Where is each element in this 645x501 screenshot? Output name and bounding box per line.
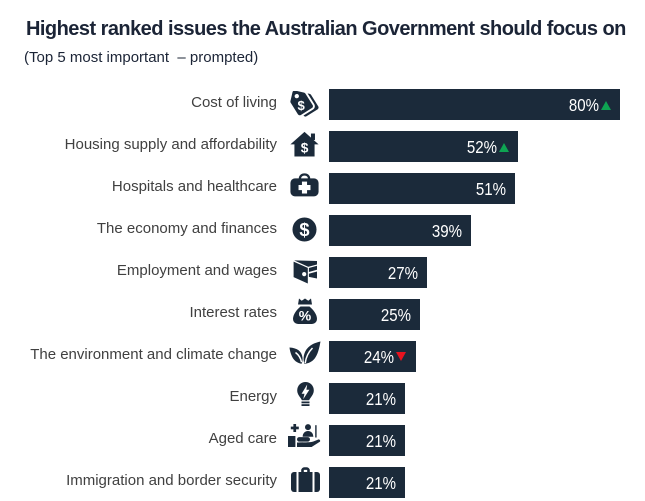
svg-text:$: $	[298, 98, 306, 113]
svg-text:%: %	[299, 307, 312, 323]
svg-text:$: $	[301, 141, 309, 156]
svg-text:$: $	[299, 219, 309, 240]
